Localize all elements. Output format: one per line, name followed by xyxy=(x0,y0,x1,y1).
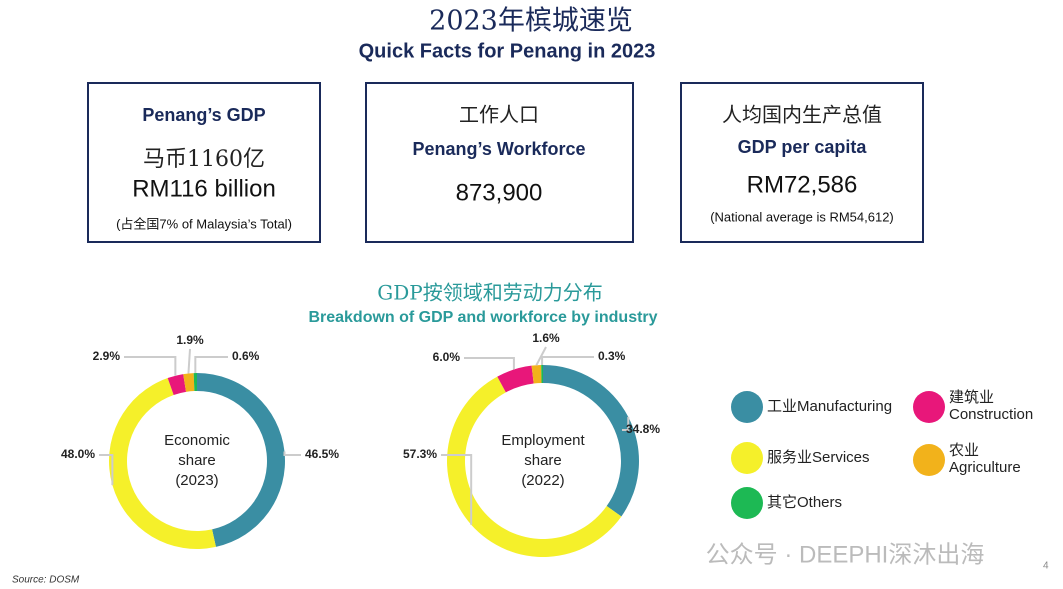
legend-swatch xyxy=(731,391,763,423)
legend-swatch xyxy=(913,391,945,423)
center-label: (2023) xyxy=(175,472,218,489)
fact-cn: 马币1160亿 xyxy=(143,147,265,172)
value-label: 6.0% xyxy=(433,350,461,364)
title: 2023年槟城速览 xyxy=(429,6,633,37)
donut-segment xyxy=(183,373,195,392)
fact-box xyxy=(365,82,634,243)
leader-line xyxy=(99,454,114,486)
donut-segment xyxy=(167,374,187,395)
center-label: (2022) xyxy=(521,472,564,489)
center-label: Economic xyxy=(164,432,230,449)
fact-cn: 人均国内生产总值 xyxy=(722,103,882,127)
value-label: 46.5% xyxy=(305,447,339,461)
donut-segment xyxy=(109,378,216,549)
legend-label: 农业 Agriculture xyxy=(949,442,1021,476)
center-label: share xyxy=(524,452,562,469)
section-title: GDP按领域和劳动力分布 xyxy=(377,281,602,305)
leader-line xyxy=(541,356,594,366)
leader-line xyxy=(283,451,301,456)
source: Source: DOSM xyxy=(12,575,80,586)
fact-value: RM116 billion xyxy=(132,175,276,202)
subtitle: Quick Facts for Penang in 2023 xyxy=(359,40,656,62)
watermark: 公众号 · DEEPHI深沐出海 xyxy=(706,541,985,568)
legend-swatch xyxy=(731,442,763,474)
center-label: share xyxy=(178,452,216,469)
donut-segment xyxy=(531,365,542,384)
legend-label: 其它Others xyxy=(767,494,843,511)
leader-line xyxy=(187,348,191,374)
fact-box xyxy=(680,82,924,243)
legend-label: 服务业Services xyxy=(767,449,870,466)
section-subtitle: Breakdown of GDP and workforce by indust… xyxy=(308,309,657,326)
value-label: 1.6% xyxy=(532,331,560,345)
leader-line xyxy=(622,416,630,431)
value-label: 1.9% xyxy=(176,333,204,347)
fact-title: GDP per capita xyxy=(738,137,868,157)
donut-segment xyxy=(543,365,639,517)
leader-line xyxy=(441,454,473,525)
fact-title: Penang’s GDP xyxy=(142,105,265,125)
value-label: 48.0% xyxy=(61,447,95,461)
leader-line xyxy=(194,356,228,374)
donut-segment xyxy=(541,365,543,384)
donut-segment xyxy=(197,373,286,547)
center-label: Employment xyxy=(501,432,585,449)
leader-line xyxy=(464,357,515,370)
legend-label: 建筑业 Construction xyxy=(949,389,1034,423)
page-number: 4 xyxy=(1043,561,1049,572)
fact-title: Penang’s Workforce xyxy=(412,139,585,159)
legend-swatch xyxy=(731,487,763,519)
legend-label: 工业Manufacturing xyxy=(767,398,893,415)
value-label: 0.6% xyxy=(232,349,260,363)
legend-swatch xyxy=(913,444,945,476)
donut-segment xyxy=(497,365,534,393)
fact-value: RM72,586 xyxy=(747,171,858,198)
leader-line xyxy=(124,356,177,376)
fact-box xyxy=(87,82,321,243)
value-label: 2.9% xyxy=(93,349,121,363)
fact-note: (National average is RM54,612) xyxy=(710,209,894,224)
fact-cn: 工作人口 xyxy=(459,103,539,127)
value-label: 34.8% xyxy=(626,422,660,436)
value-label: 0.3% xyxy=(598,349,626,363)
value-label: 57.3% xyxy=(403,447,437,461)
donut-segment xyxy=(193,373,197,392)
fact-value: 873,900 xyxy=(456,179,543,206)
fact-note: (占全国7% of Malaysia’s Total) xyxy=(116,216,292,231)
